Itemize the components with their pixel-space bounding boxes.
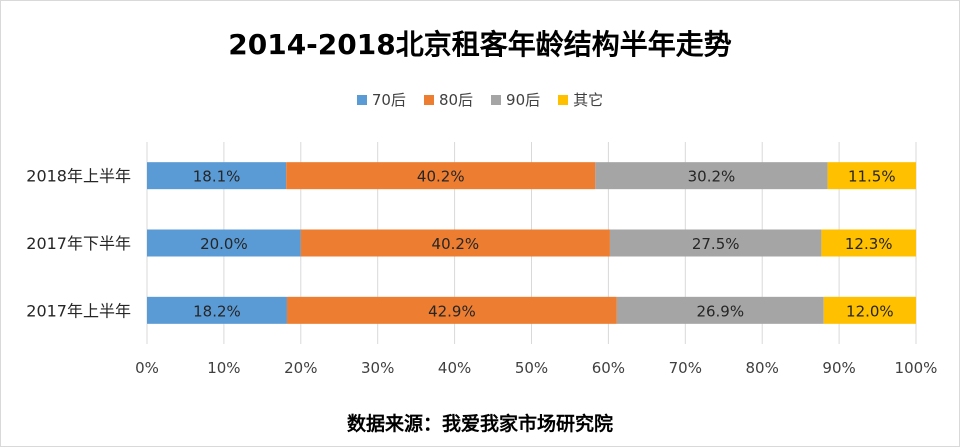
x-tick-label: 100% (895, 359, 938, 377)
x-tick-label: 0% (135, 359, 159, 377)
legend-swatch (423, 94, 434, 105)
x-tick-label: 40% (438, 359, 471, 377)
data-label: 27.5% (692, 235, 740, 253)
data-label: 18.2% (193, 302, 241, 320)
x-tick-label: 60% (592, 359, 625, 377)
legend-label: 其它 (573, 91, 604, 109)
bar-segment (286, 162, 596, 190)
x-tick-label: 20% (284, 359, 317, 377)
legend-item-2: 90后 (491, 89, 540, 110)
source-note: 数据来源：我爱我家市场研究院 (346, 413, 613, 435)
data-label: 18.1% (193, 168, 241, 186)
category-label: 2018年上半年 (26, 167, 131, 186)
data-label: 30.2% (688, 168, 736, 186)
data-label: 40.2% (432, 235, 480, 253)
x-tick-label: 70% (669, 359, 702, 377)
category-label: 2017年下半年 (26, 234, 131, 253)
x-tick-label: 30% (361, 359, 394, 377)
bar-segment (609, 229, 822, 257)
data-label: 11.5% (848, 168, 896, 186)
bar-segment (595, 162, 828, 190)
bar-segment (300, 229, 610, 257)
legend-item-1: 80后 (423, 89, 474, 110)
legend-item-3: 其它 (558, 89, 603, 110)
bar-segment (147, 296, 287, 324)
legend-swatch (356, 94, 367, 105)
bar-segment (827, 162, 916, 190)
legend-swatch (491, 94, 502, 105)
bar-segment (821, 229, 916, 257)
chart-title: 2014-2018北京租客年龄结构半年走势 (228, 28, 732, 61)
data-label: 26.9% (696, 302, 744, 320)
bar-segment (616, 296, 824, 324)
data-label: 40.2% (417, 168, 465, 186)
legend-swatch (558, 94, 569, 105)
legend-label: 70后 (371, 91, 406, 109)
x-tick-label: 50% (515, 359, 548, 377)
data-label: 12.0% (846, 302, 894, 320)
chart-legend: 70后 80后 90后 其它 (1, 89, 959, 110)
legend-label: 80后 (438, 91, 474, 109)
bar-segment (286, 296, 617, 324)
x-tick-label: 90% (822, 359, 855, 377)
bar-segment (147, 162, 287, 190)
data-label: 12.3% (845, 235, 893, 253)
data-label: 42.9% (428, 302, 476, 320)
bar-segment (823, 296, 916, 324)
data-label: 20.0% (200, 235, 248, 253)
bar-segment (147, 229, 301, 257)
legend-label: 90后 (506, 91, 541, 109)
x-tick-label: 10% (207, 359, 240, 377)
legend-item-0: 70后 (356, 89, 406, 110)
x-tick-label: 80% (746, 359, 779, 377)
category-label: 2017年上半年 (26, 301, 131, 320)
